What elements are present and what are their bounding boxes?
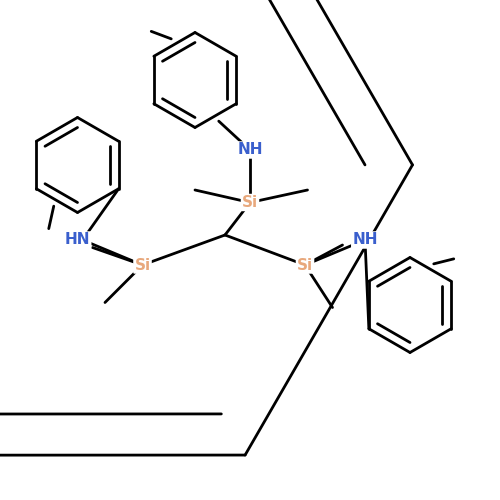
Text: NH: NH (238, 142, 263, 158)
Text: HN: HN (65, 232, 90, 248)
Text: Si: Si (297, 258, 313, 272)
Text: Si: Si (242, 195, 258, 210)
Text: Si: Si (134, 258, 150, 272)
Text: NH: NH (352, 232, 378, 248)
